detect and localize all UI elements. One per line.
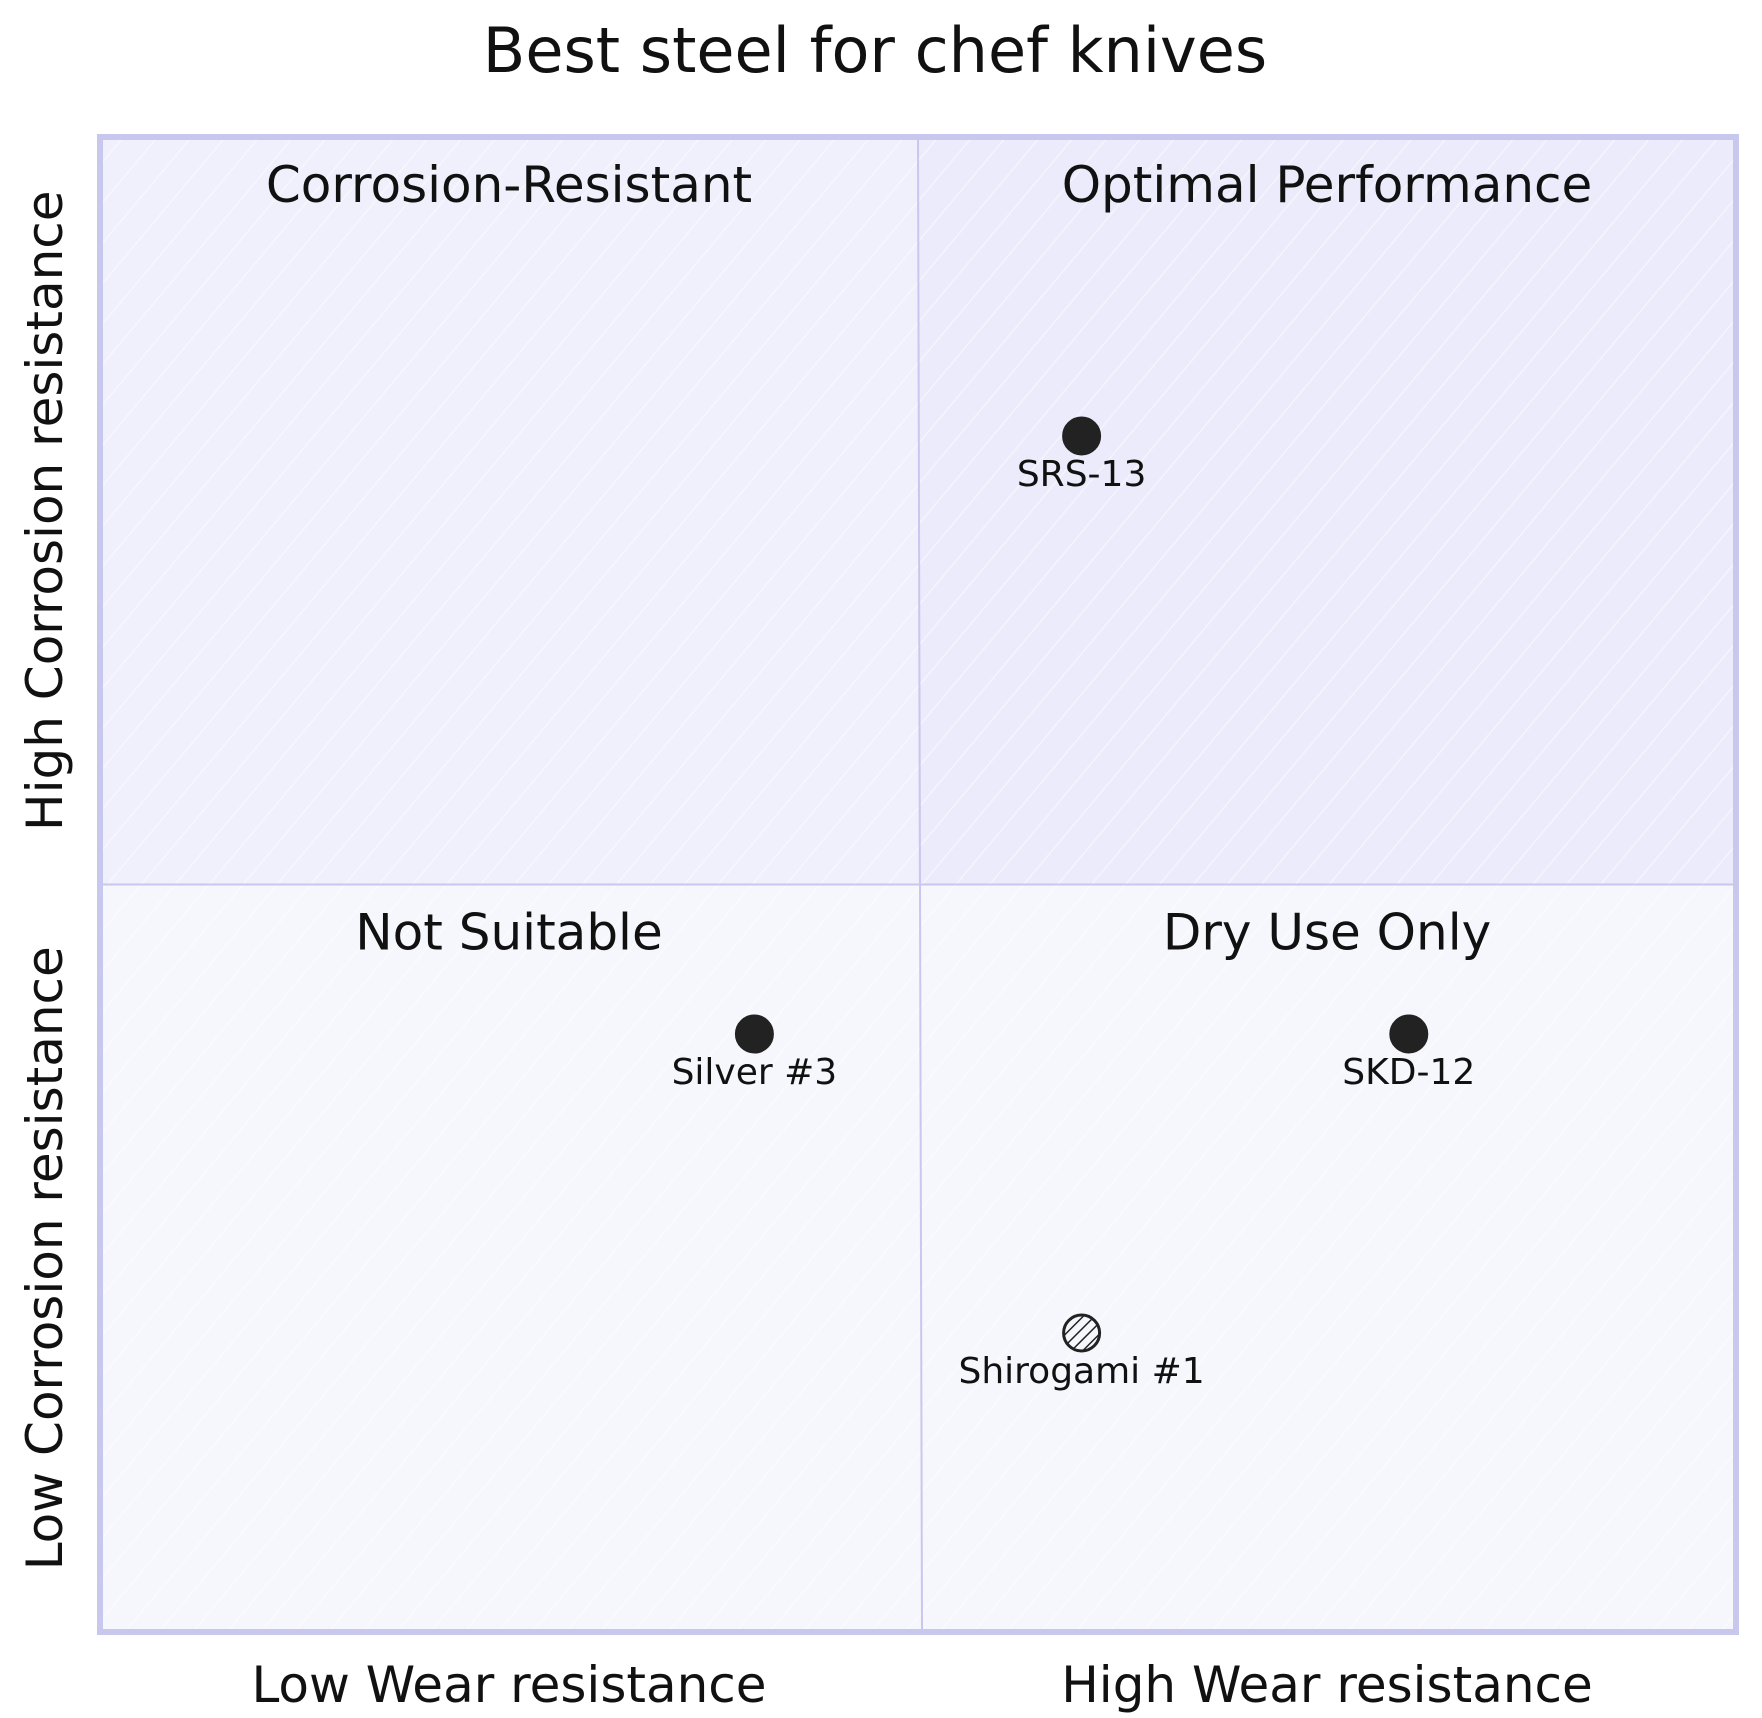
data-point-label-silver-3: Silver #3 [672,1052,838,1093]
plot-border [97,134,1739,1635]
data-point-silver-3 [734,1014,774,1054]
quadrant-label-bottom-right: Dry Use Only [1163,904,1491,962]
data-point-srs-13 [1062,416,1102,456]
x-axis-low-label: Low Wear resistance [251,1656,766,1714]
quadrant-label-top-right: Optimal Performance [1062,156,1593,214]
data-point-shirogami-1 [1062,1313,1102,1353]
y-axis-high-label: High Corrosion resistance [16,190,74,831]
data-point-label-srs-13: SRS-13 [1017,454,1147,495]
quadrant-label-bottom-left: Not Suitable [355,904,662,962]
x-axis-high-label: High Wear resistance [1061,1656,1593,1714]
chart-title: Best steel for chef knives [483,14,1267,87]
data-point-skd-12 [1389,1014,1429,1054]
y-axis-low-label: Low Corrosion resistance [16,946,74,1570]
quadrant-label-top-left: Corrosion-Resistant [266,156,752,214]
data-points: SRS-13 Silver #3 SKD-12 Shirogami #1 [672,416,1475,1392]
data-point-label-skd-12: SKD-12 [1342,1052,1475,1093]
data-point-label-shirogami-1: Shirogami #1 [958,1351,1204,1392]
